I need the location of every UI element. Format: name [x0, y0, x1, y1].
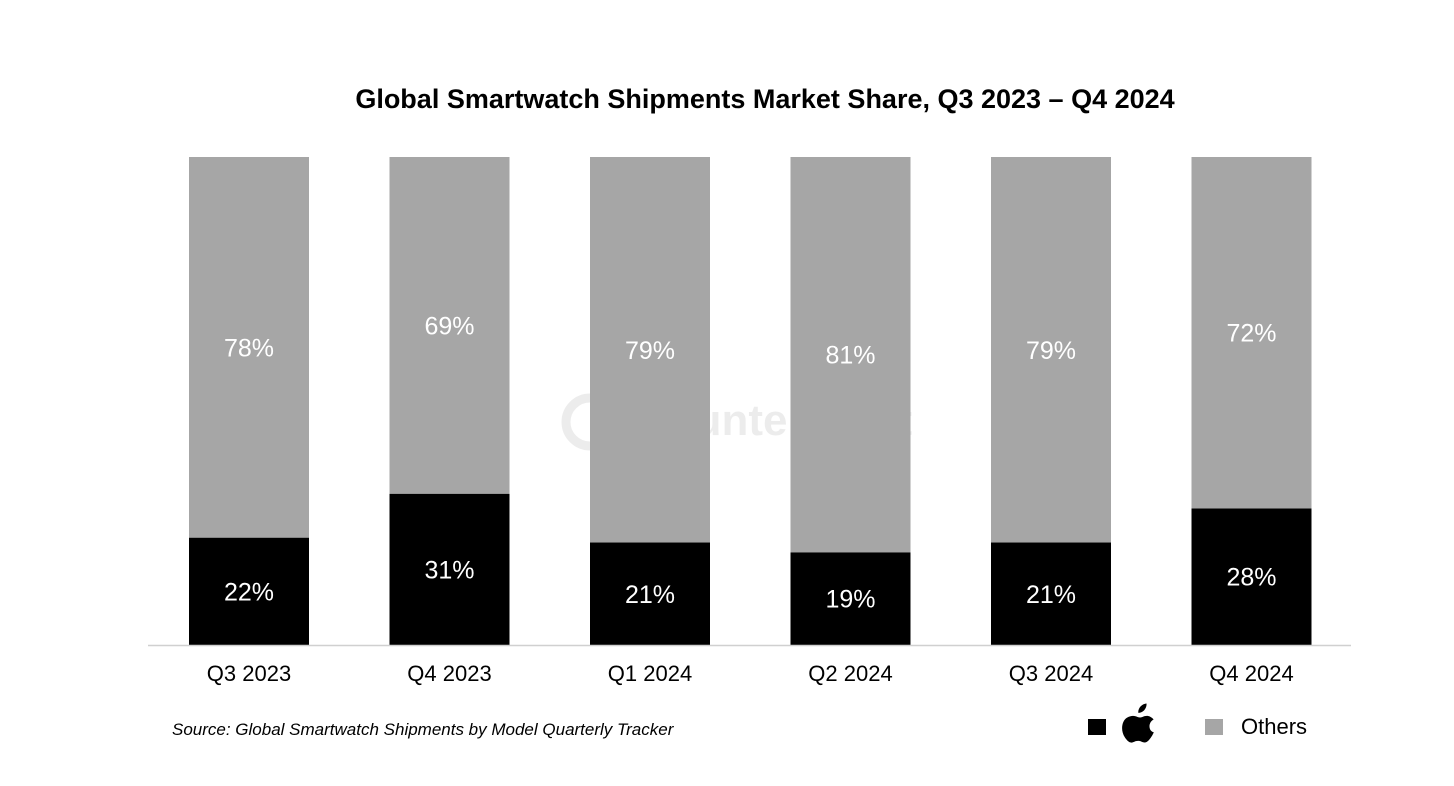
data-label-apple-3: 19% — [825, 586, 875, 614]
bar-apple-2 — [590, 542, 710, 645]
data-label-others-3: 81% — [825, 342, 875, 370]
data-label-others-1: 69% — [424, 312, 474, 340]
bar-others-3 — [790, 157, 911, 553]
bar-others-2 — [590, 157, 710, 543]
data-label-apple-2: 21% — [625, 581, 675, 609]
legend-others-swatch — [1205, 719, 1223, 735]
data-label-apple-4: 21% — [1026, 581, 1076, 609]
chart-title: Global Smartwatch Shipments Market Share… — [355, 84, 1175, 114]
x-tick-label: Q3 2023 — [207, 661, 291, 686]
x-tick-label: Q4 2023 — [407, 661, 491, 686]
legend: Others — [1088, 700, 1328, 752]
data-label-apple-0: 22% — [224, 578, 274, 606]
data-label-apple-5: 28% — [1226, 564, 1276, 592]
data-label-others-5: 72% — [1226, 320, 1276, 348]
x-tick-label: Q4 2024 — [1209, 661, 1293, 686]
data-label-apple-1: 31% — [424, 556, 474, 584]
bar-apple-3 — [790, 552, 911, 645]
legend-apple-swatch — [1088, 719, 1106, 735]
bar-apple-0 — [189, 537, 309, 645]
x-tick-label: Q3 2024 — [1009, 661, 1093, 686]
source-note: Source: Global Smartwatch Shipments by M… — [172, 720, 674, 739]
bar-others-0 — [189, 157, 309, 538]
bar-apple-4 — [991, 542, 1111, 645]
bar-apple-1 — [389, 493, 510, 645]
bar-apple-5 — [1191, 508, 1312, 645]
x-tick-label: Q2 2024 — [808, 661, 892, 686]
data-label-others-0: 78% — [224, 334, 274, 362]
data-label-others-4: 79% — [1026, 337, 1076, 365]
legend-others-label: Others — [1241, 714, 1308, 739]
apple-logo-icon — [1122, 703, 1154, 743]
bar-others-4 — [991, 157, 1111, 543]
x-tick-label: Q1 2024 — [608, 661, 692, 686]
bar-others-1 — [389, 157, 510, 494]
data-label-others-2: 79% — [625, 337, 675, 365]
bar-others-5 — [1191, 157, 1312, 509]
